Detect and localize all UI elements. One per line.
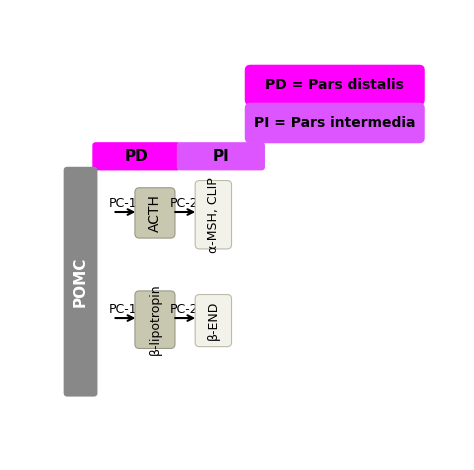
FancyBboxPatch shape xyxy=(135,188,175,238)
Text: PC-1: PC-1 xyxy=(109,303,138,316)
FancyBboxPatch shape xyxy=(195,180,231,249)
Text: PI = Pars intermedia: PI = Pars intermedia xyxy=(254,116,416,130)
Text: β-lipotropin: β-lipotropin xyxy=(148,284,162,355)
Text: ACTH: ACTH xyxy=(148,194,162,232)
Text: PC-2: PC-2 xyxy=(170,303,199,316)
FancyBboxPatch shape xyxy=(135,291,175,348)
FancyBboxPatch shape xyxy=(245,65,425,105)
Text: β-END: β-END xyxy=(207,301,220,340)
Text: PI: PI xyxy=(212,149,229,164)
Text: PD: PD xyxy=(125,149,148,164)
FancyBboxPatch shape xyxy=(92,142,181,171)
FancyBboxPatch shape xyxy=(64,167,98,397)
Text: PC-2: PC-2 xyxy=(170,197,199,210)
FancyBboxPatch shape xyxy=(177,142,265,171)
Text: POMC: POMC xyxy=(73,257,88,307)
Text: α-MSH, CLIP: α-MSH, CLIP xyxy=(207,177,220,252)
Text: PC-1: PC-1 xyxy=(109,197,138,210)
FancyBboxPatch shape xyxy=(195,295,231,347)
Text: PD = Pars distalis: PD = Pars distalis xyxy=(265,78,404,92)
FancyBboxPatch shape xyxy=(245,103,425,143)
